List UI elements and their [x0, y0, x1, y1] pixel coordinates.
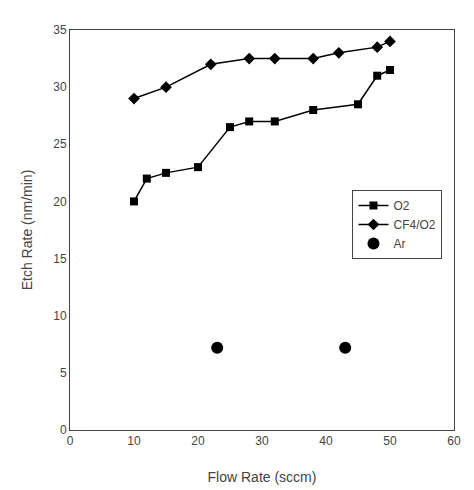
svg-text:10: 10 [53, 309, 67, 323]
svg-text:Etch Rate (nm/min): Etch Rate (nm/min) [19, 170, 35, 291]
svg-text:15: 15 [53, 252, 67, 266]
svg-text:10: 10 [127, 434, 141, 448]
svg-text:Ar: Ar [393, 237, 405, 251]
svg-text:30: 30 [255, 434, 269, 448]
svg-text:40: 40 [319, 434, 333, 448]
svg-text:35: 35 [53, 23, 67, 37]
svg-text:Flow Rate (sccm): Flow Rate (sccm) [208, 469, 317, 485]
svg-text:CF4/O2: CF4/O2 [393, 218, 435, 232]
svg-text:50: 50 [383, 434, 397, 448]
svg-text:0: 0 [60, 423, 67, 437]
svg-text:20: 20 [53, 195, 67, 209]
svg-text:25: 25 [53, 137, 67, 151]
svg-text:60: 60 [447, 434, 461, 448]
svg-text:O2: O2 [393, 199, 409, 213]
svg-text:20: 20 [191, 434, 205, 448]
svg-text:0: 0 [67, 434, 74, 448]
svg-text:30: 30 [53, 80, 67, 94]
svg-text:5: 5 [60, 366, 67, 380]
